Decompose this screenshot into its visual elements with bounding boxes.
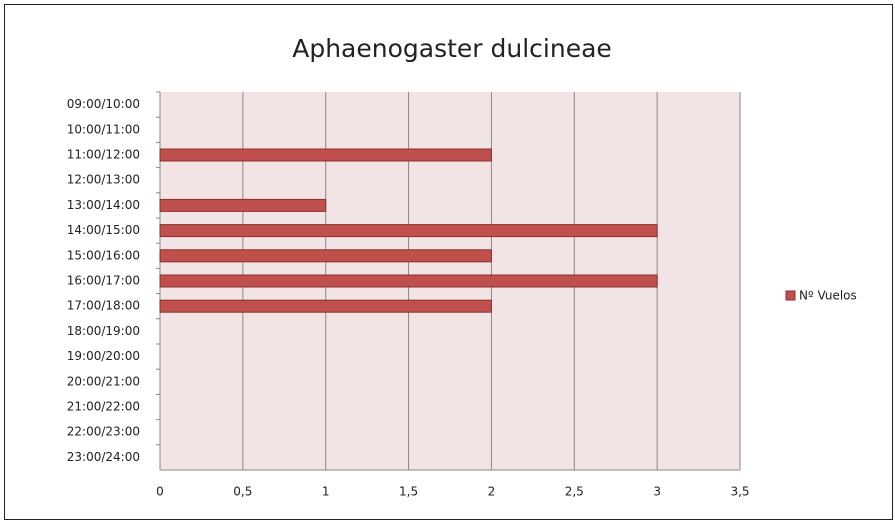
y-tick-label: 13:00/14:00 [67,198,140,212]
chart-title: Aphaenogaster dulcineae [292,34,612,63]
x-tick-label: 1,5 [399,485,418,499]
y-tick-label: 10:00/11:00 [67,122,140,136]
bar [159,148,492,162]
x-tick-label: 2,5 [565,485,584,499]
y-tick-label: 09:00/10:00 [67,97,140,111]
bar [159,299,492,313]
y-tick-label: 20:00/21:00 [67,374,140,388]
y-tick-label: 11:00/12:00 [67,148,140,162]
x-tick-label: 3 [653,485,661,499]
y-tick-label: 12:00/13:00 [67,173,140,187]
bar [159,198,327,212]
y-tick-label: 16:00/17:00 [67,274,140,288]
y-tick-label: 19:00/20:00 [67,349,140,363]
x-tick-label: 2 [488,485,496,499]
y-tick-label: 17:00/18:00 [67,299,140,313]
x-tick-label: 1 [322,485,330,499]
y-tick-label: 22:00/23:00 [67,425,140,439]
y-tick-label: 14:00/15:00 [67,223,140,237]
x-tick-label: 3,5 [730,485,749,499]
legend-label: Nº Vuelos [799,289,857,303]
bar [159,274,658,288]
x-tick-label: 0 [156,485,164,499]
x-tick-label: 0,5 [233,485,252,499]
bar [159,224,658,238]
y-tick-label: 21:00/22:00 [67,400,140,414]
y-tick-label: 23:00/24:00 [67,450,140,464]
y-tick-label: 15:00/16:00 [67,248,140,262]
bar [159,249,492,263]
legend-swatch [785,290,796,301]
y-tick-label: 18:00/19:00 [67,324,140,338]
